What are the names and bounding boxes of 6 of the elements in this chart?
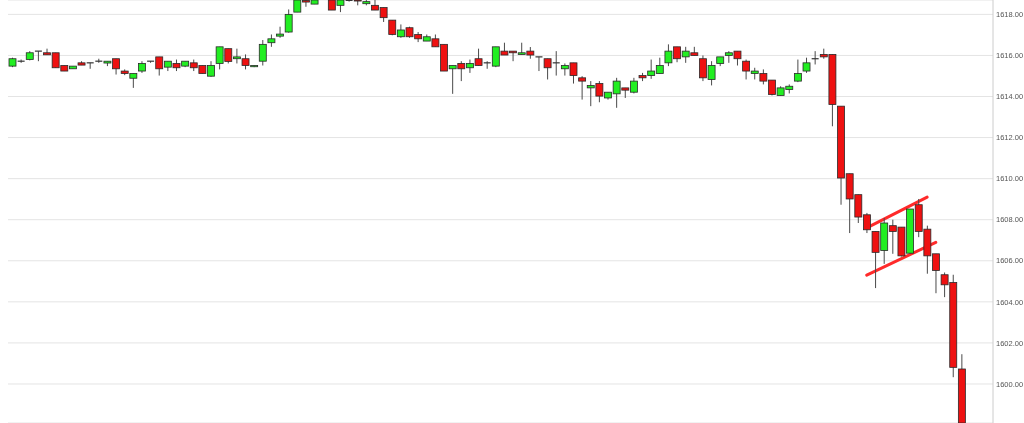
candlestick <box>578 75 587 101</box>
candlestick <box>284 8 293 34</box>
candlestick <box>534 56 544 72</box>
candlestick <box>276 26 284 39</box>
candlestick <box>34 50 43 62</box>
candlestick <box>258 39 267 66</box>
